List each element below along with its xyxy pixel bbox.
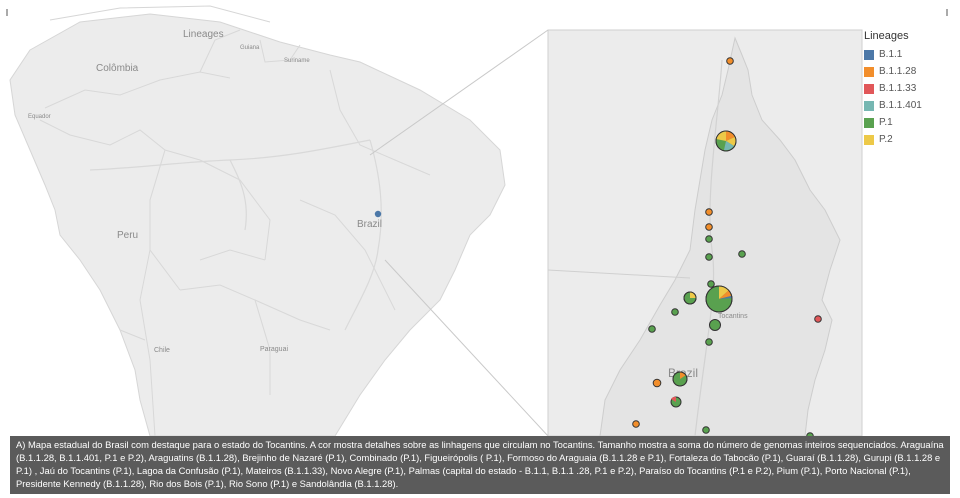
legend-swatch <box>864 134 874 145</box>
map-label-peru: Peru <box>117 230 138 241</box>
marker-mateiros[interactable] <box>814 315 822 323</box>
legend-label: P.2 <box>879 134 893 145</box>
marker-guarai[interactable] <box>705 208 713 216</box>
marker-araguatins[interactable] <box>726 57 734 65</box>
marker-point-2[interactable] <box>705 223 713 231</box>
country-borders <box>39 29 431 437</box>
tocantins-location-marker <box>374 210 382 218</box>
marker-formoso-slice <box>671 396 676 402</box>
marker-point-5[interactable] <box>705 253 713 261</box>
map-label-suriname: Suriname <box>284 58 310 64</box>
legend-label: B.1.1.33 <box>879 83 917 94</box>
legend-swatch <box>864 83 874 94</box>
marker-point-11[interactable] <box>632 420 640 428</box>
map-label-equador: Equador <box>28 114 51 120</box>
lineages-legend: Lineages B.1.1 B.1.1.28 B.1.1.33 B.1.1.4… <box>864 30 954 148</box>
legend-label: B.1.1 <box>879 49 903 60</box>
legend-item[interactable]: P.1 <box>864 114 954 131</box>
legend-item[interactable]: B.1.1 <box>864 46 954 63</box>
map-label-brazil: Brazil <box>357 219 382 230</box>
south-america-map: Lineages Colômbia Equador Peru Brazil Ch… <box>0 0 549 437</box>
zoom-connector-bottom <box>384 259 549 437</box>
marker-point-4[interactable] <box>738 250 746 258</box>
lineage-markers <box>632 57 822 440</box>
marker-point-9[interactable] <box>705 338 713 346</box>
rivers <box>89 139 382 331</box>
legend-swatch <box>864 117 874 128</box>
marker-point-7[interactable] <box>671 308 679 316</box>
south-america-landmass <box>9 13 506 437</box>
map-label-lineages: Lineages <box>183 29 224 40</box>
legend-label: P.1 <box>879 117 893 128</box>
legend-item[interactable]: P.2 <box>864 131 954 148</box>
marker-porto-nacional[interactable] <box>709 319 721 331</box>
tocantins-river <box>694 59 723 437</box>
legend-swatch <box>864 100 874 111</box>
legend-item[interactable]: B.1.1.401 <box>864 97 954 114</box>
map-label-tocantins: Tocantins <box>718 313 748 320</box>
legend-item[interactable]: B.1.1.33 <box>864 80 954 97</box>
map-label-colombia: Colômbia <box>96 63 139 74</box>
map-label-paraguai: Paraguai <box>260 346 288 353</box>
legend-label: B.1.1.401 <box>879 100 922 111</box>
map-label-guiana: Guiana <box>240 45 260 51</box>
state-border-line <box>547 269 691 279</box>
tocantins-zoom-map: Tocantins Brazil <box>547 29 863 440</box>
figure-caption: A) Mapa estadual do Brasil com destaque … <box>10 436 950 494</box>
legend-title: Lineages <box>864 30 909 42</box>
north-coast-line <box>49 5 271 23</box>
legend-label: B.1.1.28 <box>879 66 917 77</box>
legend-swatch <box>864 66 874 77</box>
legend-swatch <box>864 49 874 60</box>
marker-point-6[interactable] <box>707 280 715 288</box>
marker-point-3[interactable] <box>705 235 713 243</box>
zoom-connector-top <box>369 29 549 156</box>
marker-point-10[interactable] <box>652 378 662 388</box>
map-label-chile: Chile <box>154 347 170 354</box>
marker-gurupi-pie[interactable] <box>672 371 688 387</box>
tocantins-state-shape <box>599 36 841 437</box>
marker-araguaina-pie[interactable] <box>715 130 737 152</box>
marker-point-8[interactable] <box>648 325 656 333</box>
marker-point-12[interactable] <box>702 426 710 434</box>
marker-palmas-pie[interactable] <box>705 285 733 313</box>
legend-item[interactable]: B.1.1.28 <box>864 63 954 80</box>
marker-paraiso-pie[interactable] <box>683 291 697 305</box>
map-figure: Lineages Colômbia Equador Peru Brazil Ch… <box>0 0 948 440</box>
